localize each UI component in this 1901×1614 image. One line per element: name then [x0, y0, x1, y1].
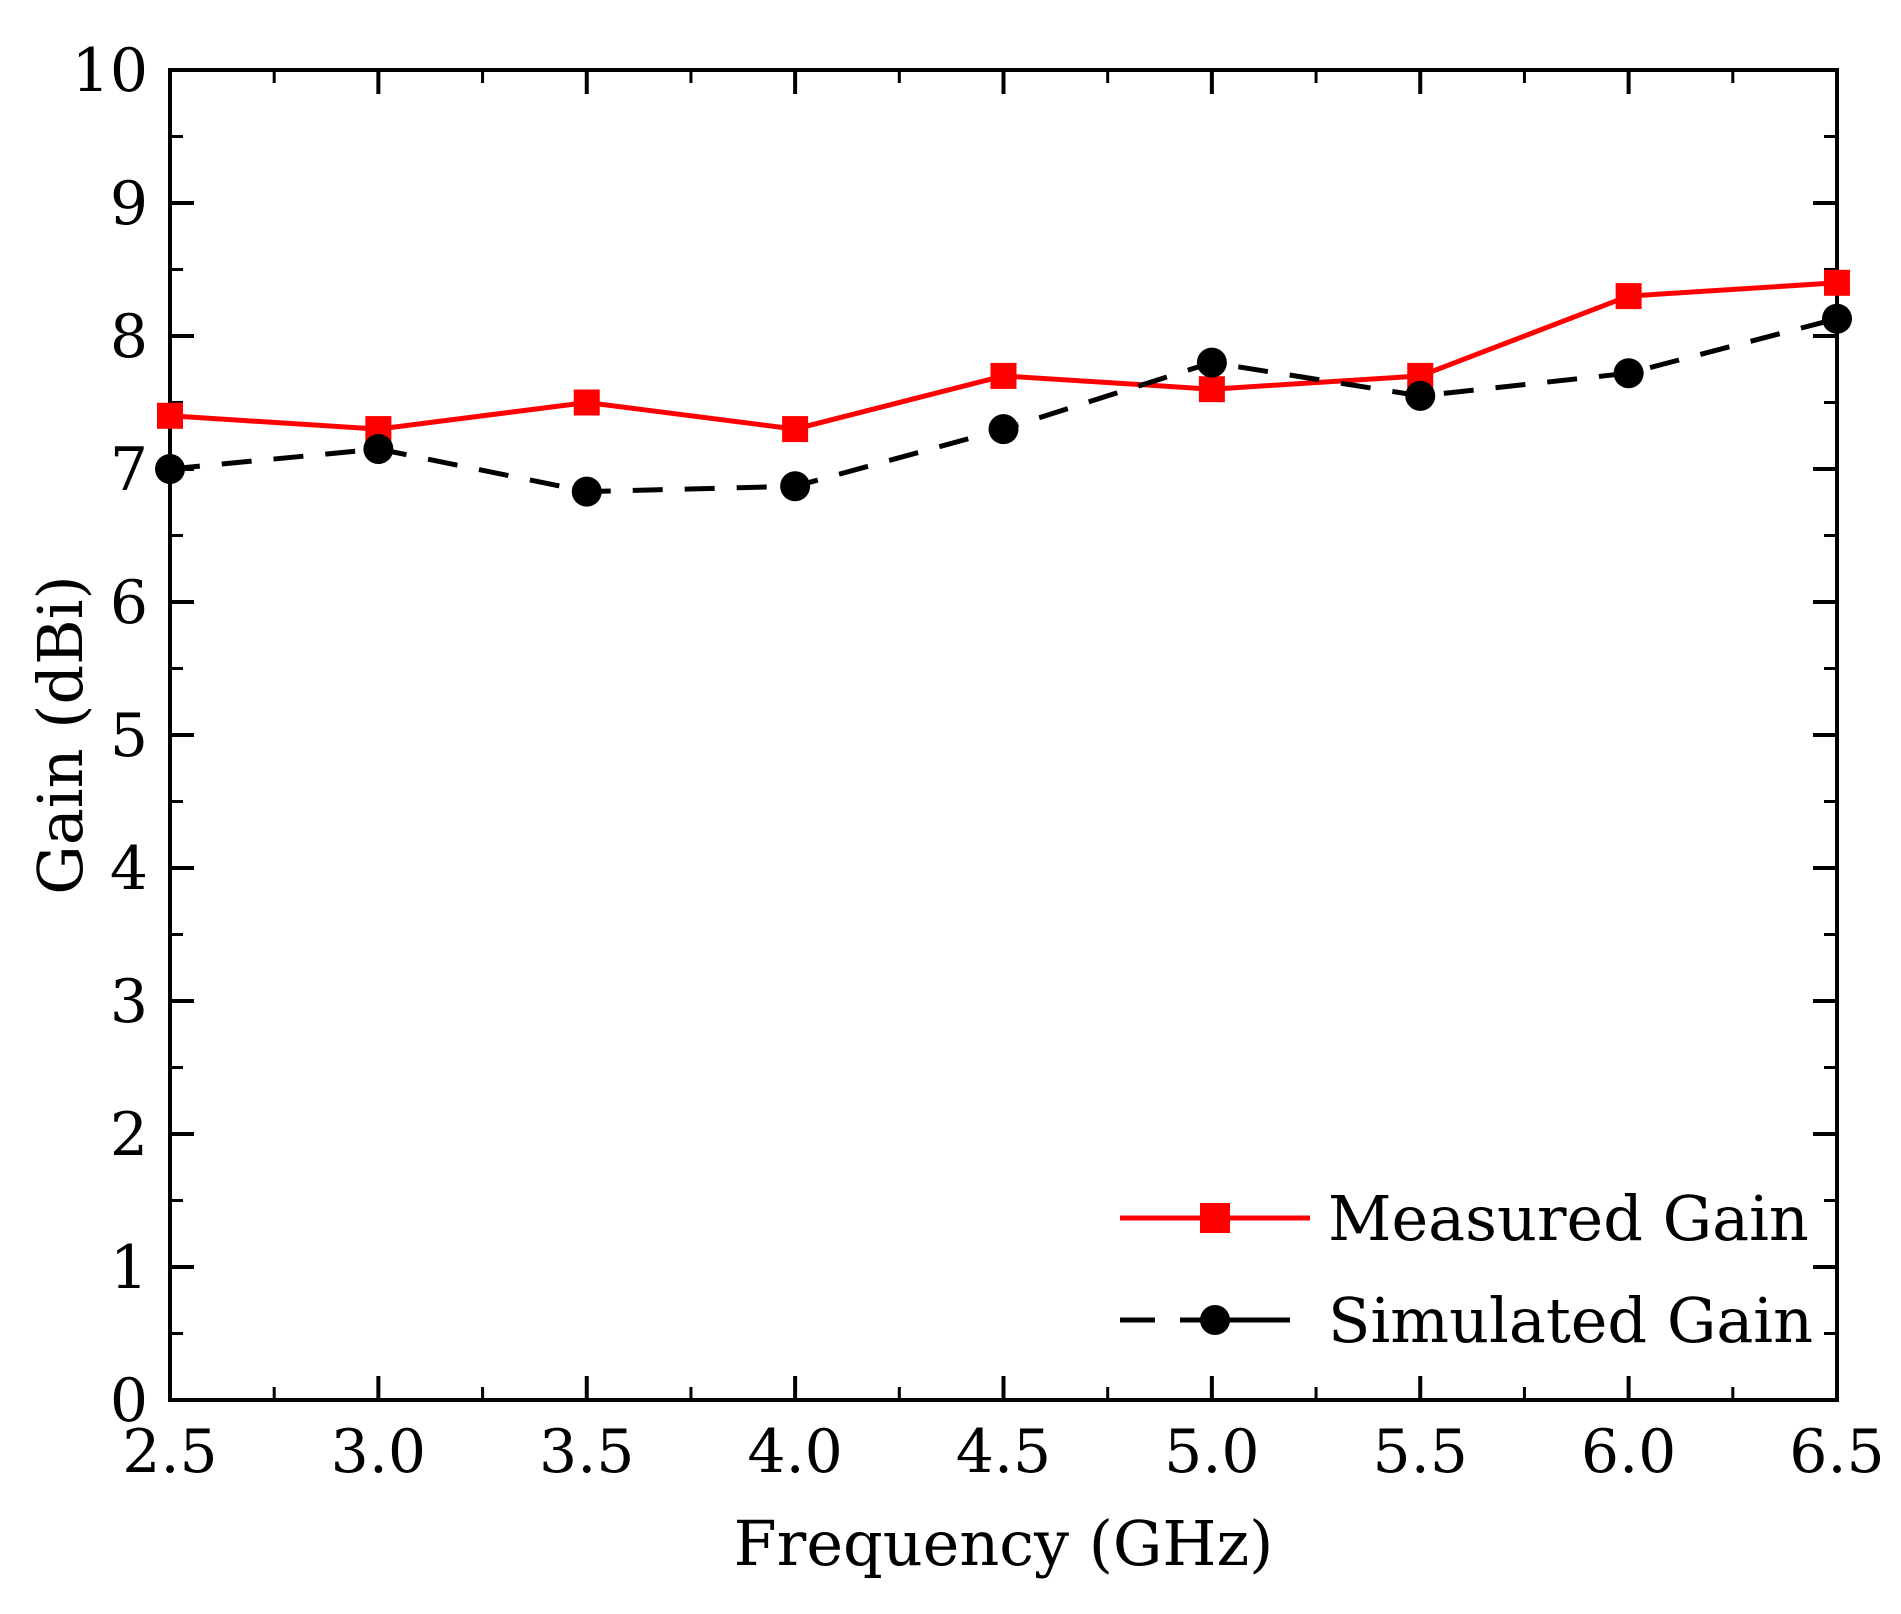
- series-line-measured: [169, 280, 1838, 432]
- simulated-point: [1613, 358, 1644, 389]
- simulated-point: [1405, 380, 1436, 411]
- simulated-point: [363, 434, 394, 465]
- x-axis-title: Frequency (GHz): [734, 1507, 1274, 1580]
- simulated-point: [780, 471, 811, 502]
- y-tick-label: 8: [110, 302, 148, 372]
- y-tick-label: 9: [110, 169, 148, 239]
- y-tick-label: 5: [110, 701, 148, 771]
- simulated-point: [571, 476, 602, 507]
- simulated-point: [1196, 347, 1227, 378]
- legend-label: Measured Gain: [1328, 1182, 1809, 1255]
- measured-point: [573, 389, 600, 416]
- y-axis-title: Gain (dBi): [24, 575, 97, 894]
- x-tick-label: 4.5: [956, 1417, 1051, 1487]
- simulated-point: [1822, 303, 1852, 334]
- legend-swatch-square: [1200, 1203, 1230, 1233]
- y-tick-label: 6: [110, 568, 148, 638]
- y-tick-label: 1: [110, 1233, 148, 1303]
- x-tick-label: 2.5: [122, 1417, 217, 1487]
- x-tick-label: 3.0: [331, 1417, 426, 1487]
- y-tick-label: 4: [110, 834, 148, 904]
- x-tick-label: 4.0: [747, 1417, 842, 1487]
- y-tick-label: 3: [110, 967, 148, 1037]
- x-tick-label: 5.5: [1373, 1417, 1468, 1487]
- x-tick-label: 6.5: [1789, 1417, 1884, 1487]
- simulated-point: [988, 414, 1019, 445]
- x-tick-label: 6.0: [1581, 1417, 1676, 1487]
- legend-label: Simulated Gain: [1328, 1284, 1813, 1357]
- series-line-simulated: [169, 316, 1838, 495]
- y-tick-label: 7: [110, 435, 148, 505]
- legend-swatch-circle: [1200, 1305, 1230, 1335]
- x-tick-label: 5.0: [1164, 1417, 1259, 1487]
- y-tick-label: 0: [110, 1366, 148, 1436]
- measured-point: [1615, 283, 1642, 310]
- measured-point: [782, 416, 809, 443]
- y-tick-label: 2: [110, 1100, 148, 1170]
- y-tick-label: 10: [72, 36, 148, 106]
- x-tick-label: 3.5: [539, 1417, 634, 1487]
- measured-point: [1824, 269, 1850, 296]
- measured-point: [157, 402, 183, 429]
- measured-point: [1198, 376, 1225, 403]
- measured-point: [990, 362, 1017, 389]
- simulated-point: [155, 454, 185, 484]
